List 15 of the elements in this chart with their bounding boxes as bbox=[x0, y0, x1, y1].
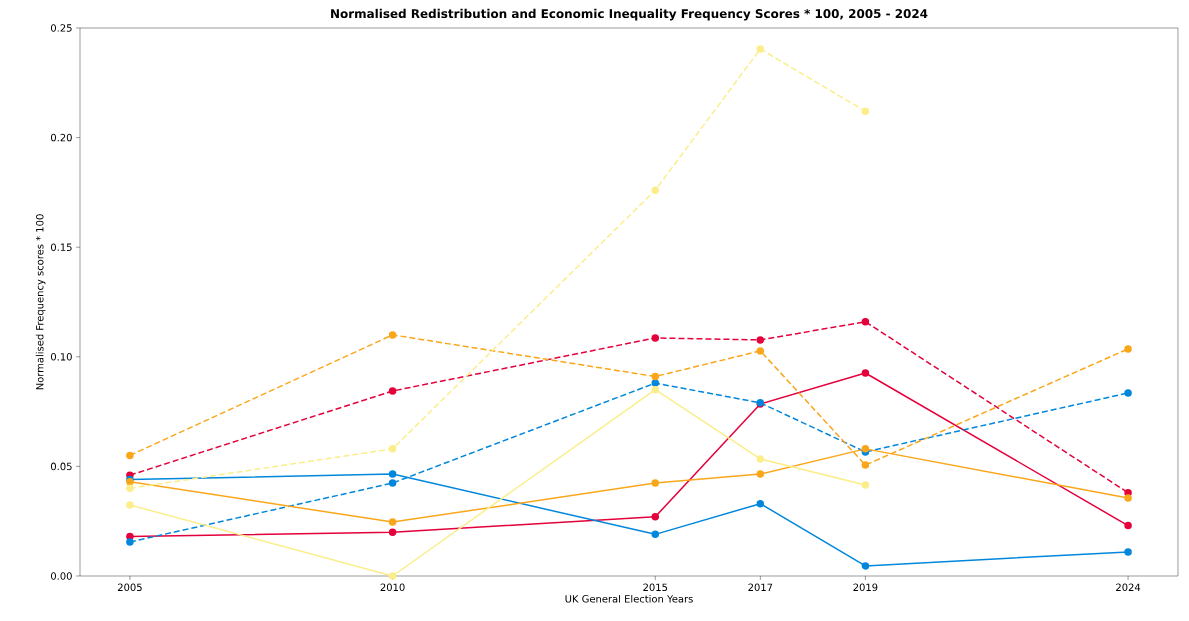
x-tick-label: 2010 bbox=[380, 583, 405, 592]
x-axis-title: UK General Election Years bbox=[565, 594, 693, 603]
y-tick-label: 0.20 bbox=[50, 133, 72, 142]
x-tick-label: 2005 bbox=[117, 583, 142, 592]
x-tick-label: 2017 bbox=[748, 583, 773, 592]
x-tick-label: 2024 bbox=[1116, 583, 1141, 592]
x-tick-label: 2015 bbox=[643, 583, 668, 592]
y-tick-label: 0.00 bbox=[50, 572, 72, 580]
y-tick-label: 0.05 bbox=[50, 462, 72, 471]
y-axis-title: Normalised Frequency scores * 100 bbox=[35, 214, 46, 390]
y-tick-label: 0.15 bbox=[50, 243, 72, 251]
y-tick-label: 0.25 bbox=[50, 24, 72, 32]
y-tick-label: 0.10 bbox=[50, 353, 72, 361]
x-tick-label: 2019 bbox=[853, 583, 878, 592]
chart-title: Normalised Redistribution and Economic Inequality Frequency Scores * 100, 2005 - 2024 bbox=[331, 8, 928, 21]
